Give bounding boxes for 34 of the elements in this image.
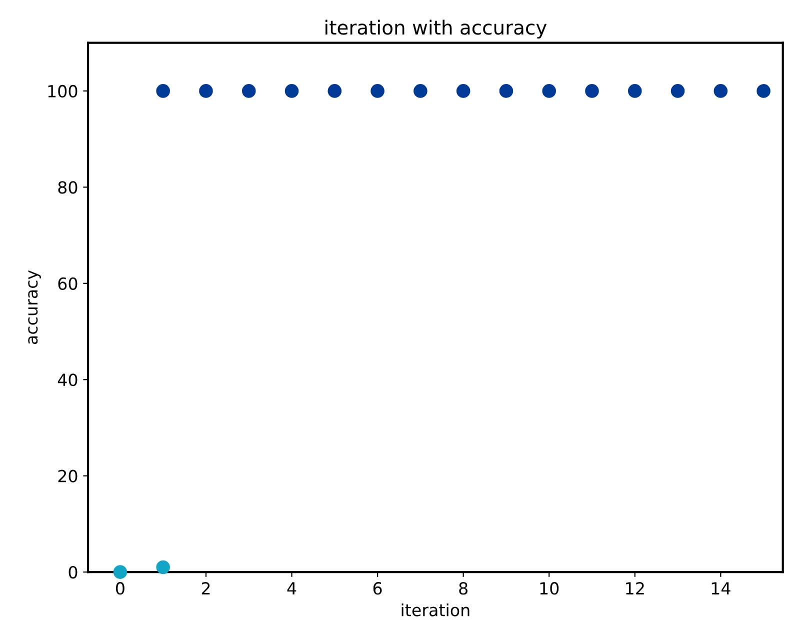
point	[542, 84, 556, 98]
point	[328, 84, 342, 98]
x-tick-label: 6	[373, 582, 382, 595]
x-tick-label: 12	[626, 582, 644, 594]
x-axis-title: iteration	[402, 603, 470, 616]
point	[456, 84, 470, 98]
point	[585, 84, 599, 98]
y-tick-label: 80	[58, 181, 78, 194]
point	[242, 84, 256, 98]
y-tick-label: 40	[58, 374, 78, 386]
y-tick-label: 60	[58, 277, 78, 290]
point	[113, 565, 128, 579]
point	[156, 560, 170, 574]
point	[156, 84, 170, 98]
x-tick-label: 0	[116, 582, 124, 595]
point	[199, 84, 213, 98]
chart-title: iteration with accuracy	[326, 20, 547, 39]
point	[499, 84, 514, 98]
x-tick-label: 2	[202, 582, 210, 594]
point	[756, 84, 770, 98]
point	[628, 84, 642, 98]
x-tick-label: 8	[459, 582, 468, 595]
point	[414, 84, 428, 98]
point	[670, 84, 685, 98]
y-tick-label: 0	[68, 566, 78, 579]
point	[714, 84, 728, 98]
y-axis-title: accuracy	[28, 270, 41, 344]
x-tick-label: 14	[712, 582, 730, 594]
y-tick-label: 20	[58, 470, 78, 482]
x-tick-label: 10	[540, 582, 559, 595]
y-tick-label: 100	[48, 84, 78, 98]
point	[284, 84, 299, 98]
x-tick-label: 4	[287, 582, 296, 594]
point	[370, 84, 384, 98]
